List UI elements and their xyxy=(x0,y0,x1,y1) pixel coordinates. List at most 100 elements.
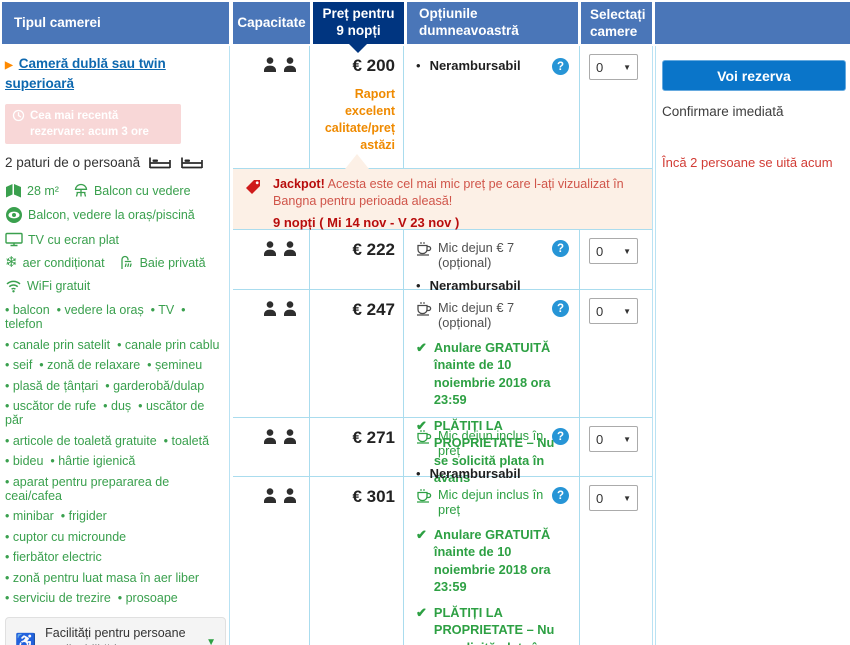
pay-at-property-item: ✔ PLĂTIȚI LA PROPRIETATE – Nu se solicit… xyxy=(416,604,569,645)
options-cell: Mic dejun € 7 (opțional) ? • Nerambursab… xyxy=(404,230,580,303)
parasol-icon xyxy=(74,184,88,197)
header-options: Opțiunile dumneavoastră xyxy=(407,2,578,44)
price-cell: € 271 xyxy=(310,418,404,491)
capacity-cell xyxy=(233,477,310,645)
jackpot-banner: Jackpot! Acesta este cel mai mic preț pe… xyxy=(233,154,652,231)
disability-facilities-label: Facilități pentru persoane cu dizabilită… xyxy=(45,626,186,645)
price-amount: € 271 xyxy=(352,428,395,447)
amenity-line: • seif • zonă de relaxare • șemineu xyxy=(5,358,203,373)
price-cell: € 222 xyxy=(310,230,404,303)
breakfast-included: Mic dejun inclus în preț xyxy=(438,428,544,458)
amenity-line: • articole de toaletă gratuite • toaletă xyxy=(5,433,210,448)
rooms-quantity-select[interactable]: 0 ▼ xyxy=(589,485,638,511)
jackpot-message: Jackpot! Acesta este cel mai mic preț pe… xyxy=(273,176,640,209)
free-wifi-feature: WiFi gratuit xyxy=(5,278,90,293)
amenity-line: • fierbător electric xyxy=(5,550,102,565)
options-cell: Mic dejun inclus în preț ? • Nerambursab… xyxy=(404,418,580,491)
occupancy-2-adults-icon xyxy=(264,57,296,72)
coffee-cup-icon xyxy=(417,430,432,444)
price-cell: € 200 Raport excelent calitate/preț astă… xyxy=(310,46,404,168)
breakfast-option: Mic dejun € 7 (opțional) xyxy=(438,300,515,330)
private-bathroom-feature: Baie privată xyxy=(119,255,206,270)
occupancy-2-adults-icon xyxy=(264,488,296,503)
select-cell: 0 ▼ xyxy=(580,418,652,491)
select-caret-icon: ▼ xyxy=(623,246,631,256)
stay-dates: 9 nopți ( Mi 14 nov - V 23 nov ) xyxy=(273,215,460,231)
select-value: 0 xyxy=(596,59,604,75)
price-amount: € 200 xyxy=(352,56,395,75)
price-cell: € 247 xyxy=(310,290,404,495)
balcony-view-feature: Balcon cu vedere xyxy=(73,183,191,198)
nonrefundable-label: Nerambursabil xyxy=(429,58,521,73)
options-cell: Mic dejun inclus în preț ? ✔ Anulare GRA… xyxy=(404,477,580,645)
select-caret-icon: ▼ xyxy=(623,434,631,444)
room-size-icon xyxy=(6,184,21,198)
instant-confirmation-text: Confirmare imediată xyxy=(662,104,784,119)
help-icon[interactable]: ? xyxy=(552,58,569,75)
single-bed-icon xyxy=(181,157,203,169)
select-caret-icon: ▼ xyxy=(623,62,631,72)
coffee-cup-icon xyxy=(417,302,432,316)
price-header-pointer xyxy=(349,44,367,53)
check-icon: ✔ xyxy=(416,527,427,542)
beds-line: 2 paturi de o persoană xyxy=(5,155,223,170)
rooms-quantity-select[interactable]: 0 ▼ xyxy=(589,238,638,264)
amenity-line: • canale prin satelit • canale prin cabl… xyxy=(5,337,220,352)
rate-row-2: € 222 Mic dejun € 7 (opțional) ? • Neram… xyxy=(233,230,652,303)
select-cell: 0 ▼ xyxy=(580,290,652,494)
price-amount: € 222 xyxy=(352,240,395,259)
select-caret-icon: ▼ xyxy=(623,493,631,503)
check-icon: ✔ xyxy=(416,605,427,621)
recent-booking-badge: Cea mai recentă rezervare: acum 3 ore xyxy=(5,104,181,145)
select-value: 0 xyxy=(596,303,604,319)
price-tag-icon xyxy=(246,180,260,194)
breakfast-included: Mic dejun inclus în preț xyxy=(438,487,544,517)
amenity-line: • bideu • hârtie igienică xyxy=(5,454,136,469)
amenity-line: • serviciu de trezire • prosoape xyxy=(5,591,178,606)
rooms-quantity-select[interactable]: 0 ▼ xyxy=(589,54,638,80)
free-cancellation-item: ✔ Anulare GRATUITĂ înainte de 10 noiembr… xyxy=(416,340,551,407)
urgency-text: Încă 2 persoane se uită acum xyxy=(662,155,833,170)
pay-at-property-item: ✔ PLĂTIȚI LA PROPRIETATE – Nu se solicit… xyxy=(416,418,555,485)
reserve-button[interactable]: Voi rezerva xyxy=(662,60,846,91)
header-price: Preț pentru 9 nopți xyxy=(313,2,404,44)
beds-text: 2 paturi de o persoană xyxy=(5,155,141,171)
amenity-line: • aparat pentru prepararea de ceai/cafea xyxy=(5,474,173,503)
occupancy-2-adults-icon xyxy=(264,241,296,256)
amenity-line: • zonă pentru luat masa în aer liber xyxy=(5,570,200,585)
help-icon[interactable]: ? xyxy=(552,487,569,504)
reservation-panel: Voi rezerva Confirmare imediată Încă 2 p… xyxy=(655,46,850,645)
coffee-cup-icon xyxy=(417,489,432,503)
room-title: ▶ Cameră dublă sau twin superioară xyxy=(5,54,223,93)
options-cell: • Nerambursabil ? xyxy=(404,46,580,168)
price-amount: € 247 xyxy=(352,300,395,319)
help-icon[interactable]: ? xyxy=(552,240,569,257)
clock-icon xyxy=(12,109,25,122)
chevron-down-icon: ▼ xyxy=(206,636,216,645)
bullet-icon: • xyxy=(416,278,421,293)
help-icon[interactable]: ? xyxy=(552,428,569,445)
room-size-feature: 28 m² xyxy=(5,183,59,198)
rooms-quantity-select[interactable]: 0 ▼ xyxy=(589,426,638,452)
capacity-cell xyxy=(233,230,310,303)
amenity-line: • balcon • vedere la oraș • TV • telefon xyxy=(5,303,190,332)
jackpot-label: Jackpot! xyxy=(273,177,325,191)
recent-booking-text: Cea mai recentă rezervare: acum 3 ore xyxy=(30,110,149,139)
select-value: 0 xyxy=(596,490,604,506)
header-room-type: Tipul camerei xyxy=(2,2,229,44)
help-icon[interactable]: ? xyxy=(552,300,569,317)
rooms-quantity-select[interactable]: 0 ▼ xyxy=(589,298,638,324)
select-value: 0 xyxy=(596,243,604,259)
disability-facilities-button[interactable]: ♿ Facilități pentru persoane cu dizabili… xyxy=(5,617,226,645)
room-title-link[interactable]: Cameră dublă sau twin superioară xyxy=(5,56,166,91)
bullet-icon: • xyxy=(416,58,421,73)
eye-icon xyxy=(6,207,22,224)
rates-table: € 200 Raport excelent calitate/preț astă… xyxy=(233,46,653,645)
nonrefundable-label: Nerambursabil xyxy=(429,466,521,481)
amenity-line: • cuptor cu microunde xyxy=(5,529,127,544)
nonrefundable-label: Nerambursabil xyxy=(429,278,521,293)
rate-row-5: € 301 Mic dejun inclus în preț ? ✔ Anula… xyxy=(233,477,652,645)
check-icon: ✔ xyxy=(416,340,427,355)
wheelchair-icon: ♿ xyxy=(15,632,37,645)
options-cell: Mic dejun € 7 (opțional) ? ✔ Anulare GRA… xyxy=(404,290,580,495)
